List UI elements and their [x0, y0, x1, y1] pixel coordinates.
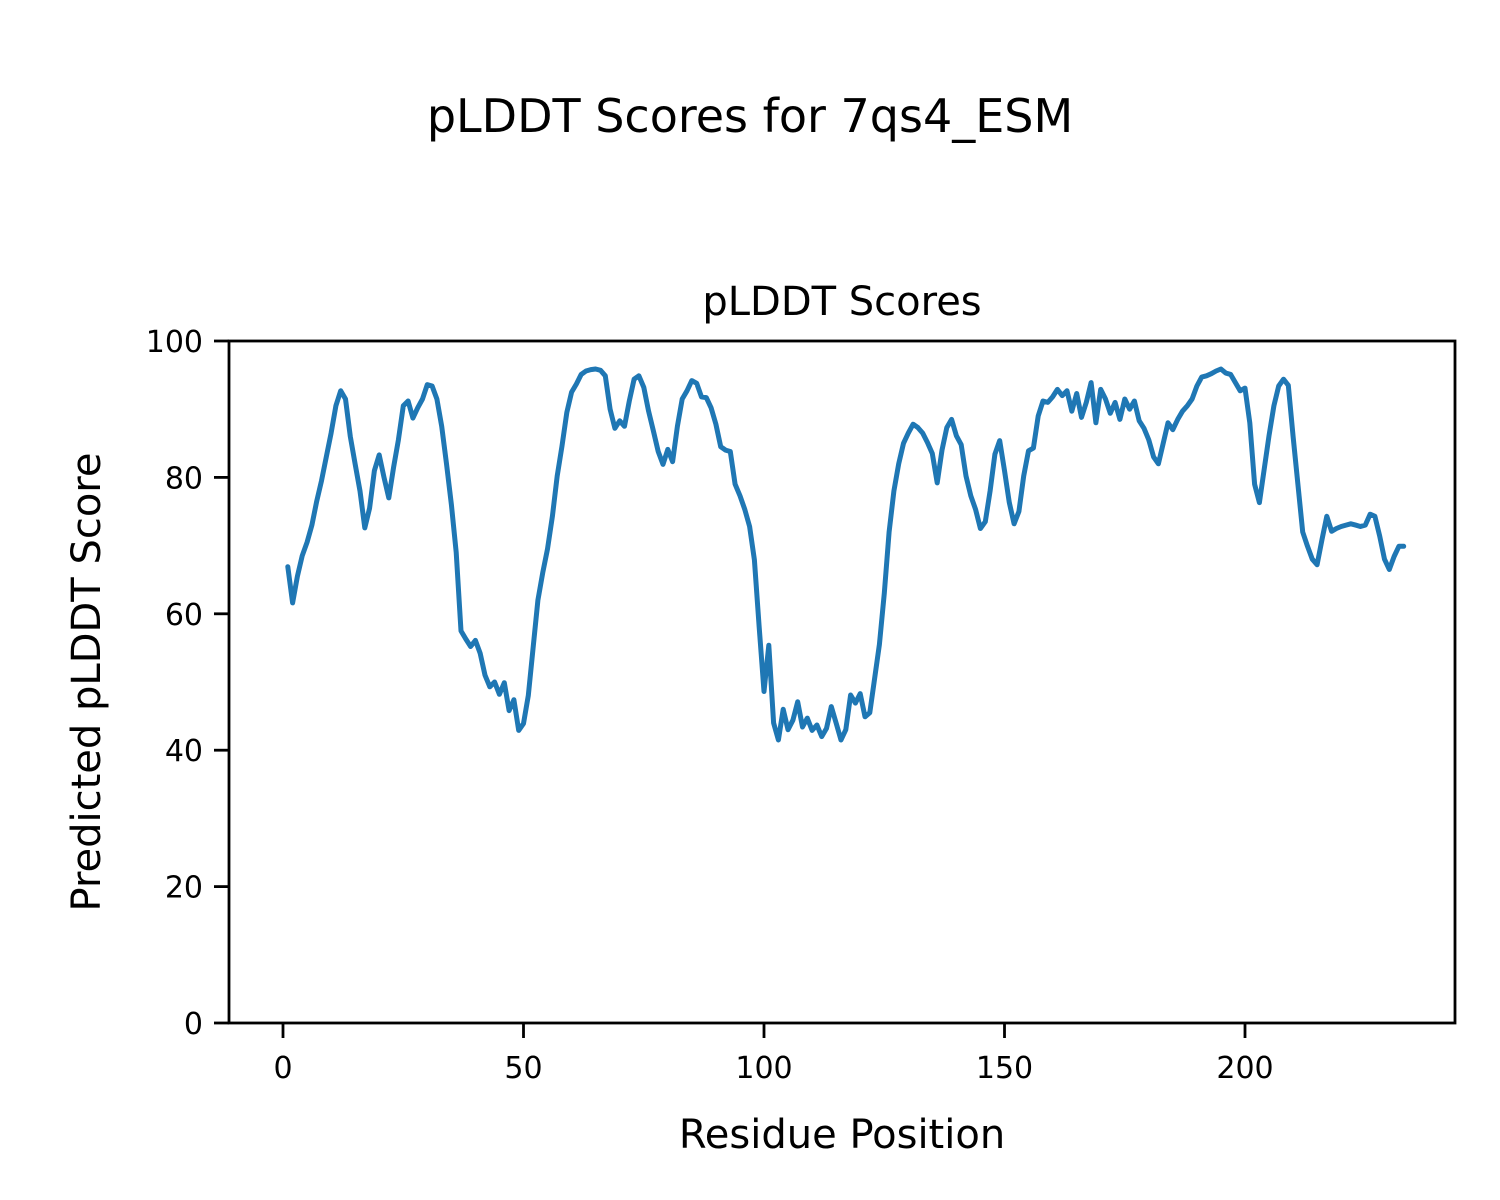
x-tick-label: 100	[735, 1051, 792, 1086]
y-tick-label: 100	[146, 325, 203, 360]
y-axis-ticks: 0 20 40 60 80 100	[146, 325, 229, 1042]
x-tick-label: 50	[504, 1051, 542, 1086]
x-tick-label: 0	[273, 1051, 292, 1086]
plddt-line-series	[285, 366, 1407, 743]
figure-title: pLDDT Scores for 7qs4_ESM	[427, 89, 1073, 143]
y-tick-label: 60	[165, 598, 203, 633]
x-axis-ticks: 0 50 100 150 200	[273, 1023, 1274, 1086]
x-tick-label: 200	[1216, 1051, 1273, 1086]
y-tick-label: 40	[165, 734, 203, 769]
y-tick-label: 20	[165, 871, 203, 906]
plddt-line	[285, 366, 1407, 743]
plot-area-spines	[227, 339, 1457, 1025]
axes-title: pLDDT Scores	[702, 279, 981, 325]
y-axis-label: Predicted pLDDT Score	[64, 453, 110, 912]
x-tick-label: 150	[976, 1051, 1033, 1086]
y-tick-label: 80	[165, 461, 203, 496]
y-tick-label: 0	[184, 1007, 203, 1042]
x-axis-label: Residue Position	[679, 1112, 1005, 1158]
